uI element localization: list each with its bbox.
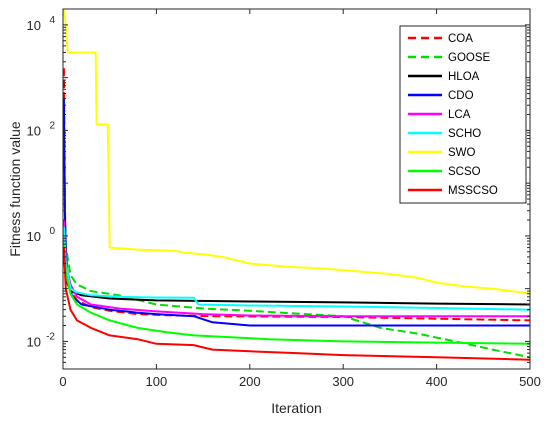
y-tick-exponent: 2 bbox=[49, 120, 55, 131]
x-tick-label: 300 bbox=[332, 374, 354, 389]
y-tick-exponent: 4 bbox=[49, 15, 55, 26]
y-axis-ticks: 10 -2 10 0 10 2 10 4 bbox=[27, 8, 530, 370]
y-tick-base: 10 bbox=[27, 123, 41, 138]
y-tick-base: 10 bbox=[27, 18, 41, 33]
series-layer bbox=[63, 9, 530, 361]
y-tick-label: 10 bbox=[27, 229, 41, 244]
series-line-msscso bbox=[63, 247, 530, 361]
y-tick-exponent: -2 bbox=[46, 331, 55, 342]
x-tick-label: 100 bbox=[146, 374, 168, 389]
series-line-swo bbox=[63, 9, 530, 295]
legend-label-scho: SCHO bbox=[448, 128, 481, 140]
legend-label-scso: SCSO bbox=[448, 166, 481, 178]
y-tick-label: 10 bbox=[27, 334, 41, 349]
legend-label-hloa: HLOA bbox=[448, 71, 480, 83]
legend-label-goose: GOOSE bbox=[448, 52, 491, 64]
x-axis-label: Iteration bbox=[271, 400, 322, 416]
x-axis-ticks: 0 100 200 300 400 500 bbox=[59, 9, 541, 389]
legend-label-coa: COA bbox=[448, 33, 473, 45]
series-line-scho bbox=[63, 226, 530, 311]
x-tick-label: 0 bbox=[59, 374, 66, 389]
legend-label-lca: LCA bbox=[448, 109, 471, 121]
y-tick-base: 10 bbox=[27, 334, 41, 349]
y-tick-label: 10 bbox=[27, 123, 41, 138]
legend-label-msscso: MSSCSO bbox=[448, 185, 498, 197]
legend-label-cdo: CDO bbox=[448, 90, 474, 102]
y-tick-label: 10 bbox=[27, 18, 41, 33]
y-axis-label: Fitness function value bbox=[7, 121, 23, 257]
series-line-goose bbox=[63, 237, 530, 359]
y-tick-exponent: 0 bbox=[49, 226, 55, 237]
x-tick-label: 200 bbox=[239, 374, 261, 389]
plot-frame bbox=[62, 8, 531, 370]
legend-label-swo: SWO bbox=[448, 147, 476, 159]
x-tick-label: 400 bbox=[426, 374, 448, 389]
series-line-scso bbox=[63, 244, 530, 345]
x-tick-label: 500 bbox=[519, 374, 541, 389]
legend: COA GOOSE HLOA CDO LCA SCHO SWO SCSO MSSCSO bbox=[399, 25, 527, 204]
y-tick-base: 10 bbox=[27, 229, 41, 244]
